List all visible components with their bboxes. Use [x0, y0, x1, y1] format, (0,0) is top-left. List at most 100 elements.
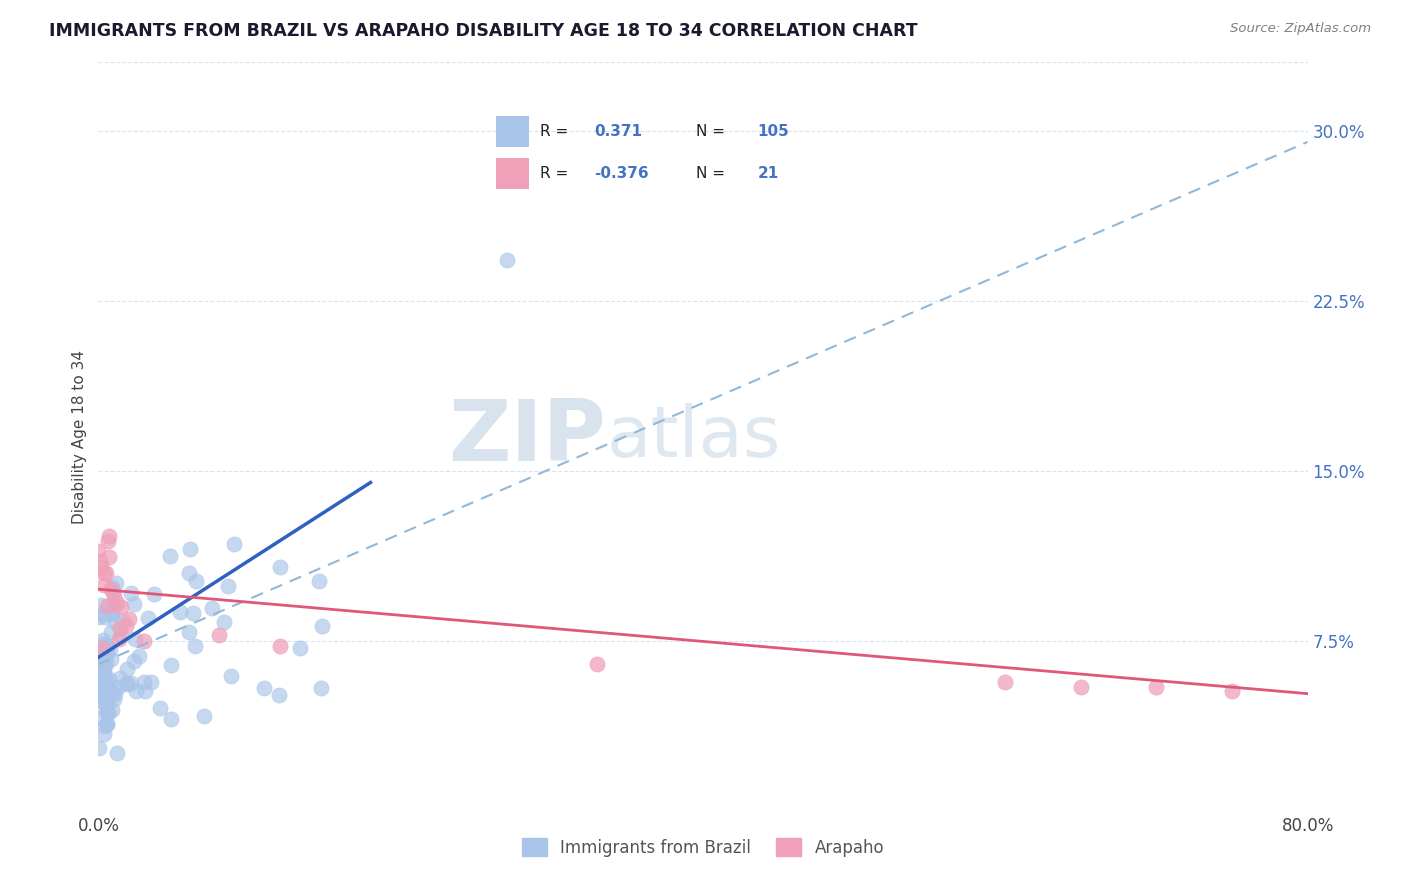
Point	[105, 747, 128, 761]
Point	[96, 681, 118, 695]
Point	[269, 639, 291, 653]
Point	[103, 589, 125, 603]
Point	[179, 541, 201, 556]
Point	[169, 605, 191, 619]
Point	[96, 599, 118, 613]
Point	[288, 640, 311, 655]
Point	[98, 672, 121, 686]
Point	[100, 652, 122, 666]
Point	[89, 683, 111, 698]
Point	[1220, 684, 1243, 698]
Point	[96, 645, 118, 659]
Text: Source: ZipAtlas.com: Source: ZipAtlas.com	[1230, 22, 1371, 36]
Point	[100, 582, 122, 597]
Point	[221, 669, 243, 683]
Point	[1070, 680, 1092, 694]
Point	[125, 684, 148, 698]
Point	[181, 607, 204, 621]
Point	[224, 537, 246, 551]
Point	[122, 654, 145, 668]
Point	[91, 681, 114, 695]
Point	[104, 615, 127, 630]
Point	[94, 673, 117, 687]
Point	[91, 640, 114, 655]
Point	[89, 692, 111, 706]
Point	[101, 585, 124, 599]
Point	[105, 596, 128, 610]
Point	[124, 632, 146, 646]
Point	[107, 680, 129, 694]
Point	[110, 629, 132, 643]
Point	[96, 640, 118, 655]
Point	[96, 695, 118, 709]
Point	[93, 653, 115, 667]
Point	[89, 667, 111, 681]
Point	[103, 599, 125, 613]
Point	[252, 681, 274, 695]
Point	[309, 681, 332, 696]
Point	[98, 550, 121, 565]
Point	[269, 559, 291, 574]
Y-axis label: Disability Age 18 to 34: Disability Age 18 to 34	[72, 350, 87, 524]
Point	[97, 682, 120, 697]
Point	[120, 586, 142, 600]
Point	[93, 727, 115, 741]
Point	[267, 688, 290, 702]
Point	[94, 648, 117, 663]
Point	[160, 712, 183, 726]
Point	[101, 606, 124, 620]
Point	[118, 612, 141, 626]
Point	[91, 632, 114, 647]
Point	[108, 632, 131, 646]
Point	[159, 658, 181, 673]
Point	[128, 648, 150, 663]
Point	[87, 642, 110, 657]
Text: ZIP: ZIP	[449, 395, 606, 479]
Point	[94, 719, 117, 733]
Point	[208, 627, 231, 641]
Point	[93, 696, 115, 710]
Point	[96, 716, 118, 731]
Point	[308, 574, 330, 589]
Point	[90, 655, 112, 669]
Point	[94, 566, 117, 581]
Point	[177, 624, 200, 639]
Point	[120, 676, 142, 690]
Point	[132, 675, 155, 690]
Point	[110, 671, 132, 685]
Point	[139, 675, 162, 690]
Point	[96, 672, 118, 686]
Point	[93, 664, 115, 678]
Point	[91, 663, 114, 677]
Point	[89, 554, 111, 568]
Point	[114, 618, 136, 632]
Point	[104, 687, 127, 701]
Point	[183, 639, 205, 653]
Point	[87, 741, 110, 756]
Point	[138, 610, 160, 624]
Point	[134, 684, 156, 698]
Point	[94, 641, 117, 656]
Point	[97, 706, 120, 721]
Point	[586, 657, 609, 672]
Point	[149, 700, 172, 714]
Point	[94, 657, 117, 671]
Point	[97, 705, 120, 719]
Point	[159, 549, 181, 563]
Point	[94, 610, 117, 624]
Point	[96, 717, 118, 731]
Point	[93, 577, 115, 591]
Point	[495, 252, 517, 267]
Point	[103, 691, 125, 706]
Point	[93, 669, 115, 683]
Point	[93, 566, 115, 580]
Point	[87, 543, 110, 558]
Point	[132, 634, 155, 648]
Point	[103, 686, 125, 700]
Point	[87, 661, 110, 675]
Point	[94, 657, 117, 671]
Text: atlas: atlas	[606, 402, 780, 472]
Point	[108, 621, 131, 635]
Point	[100, 580, 122, 594]
Point	[91, 607, 114, 621]
